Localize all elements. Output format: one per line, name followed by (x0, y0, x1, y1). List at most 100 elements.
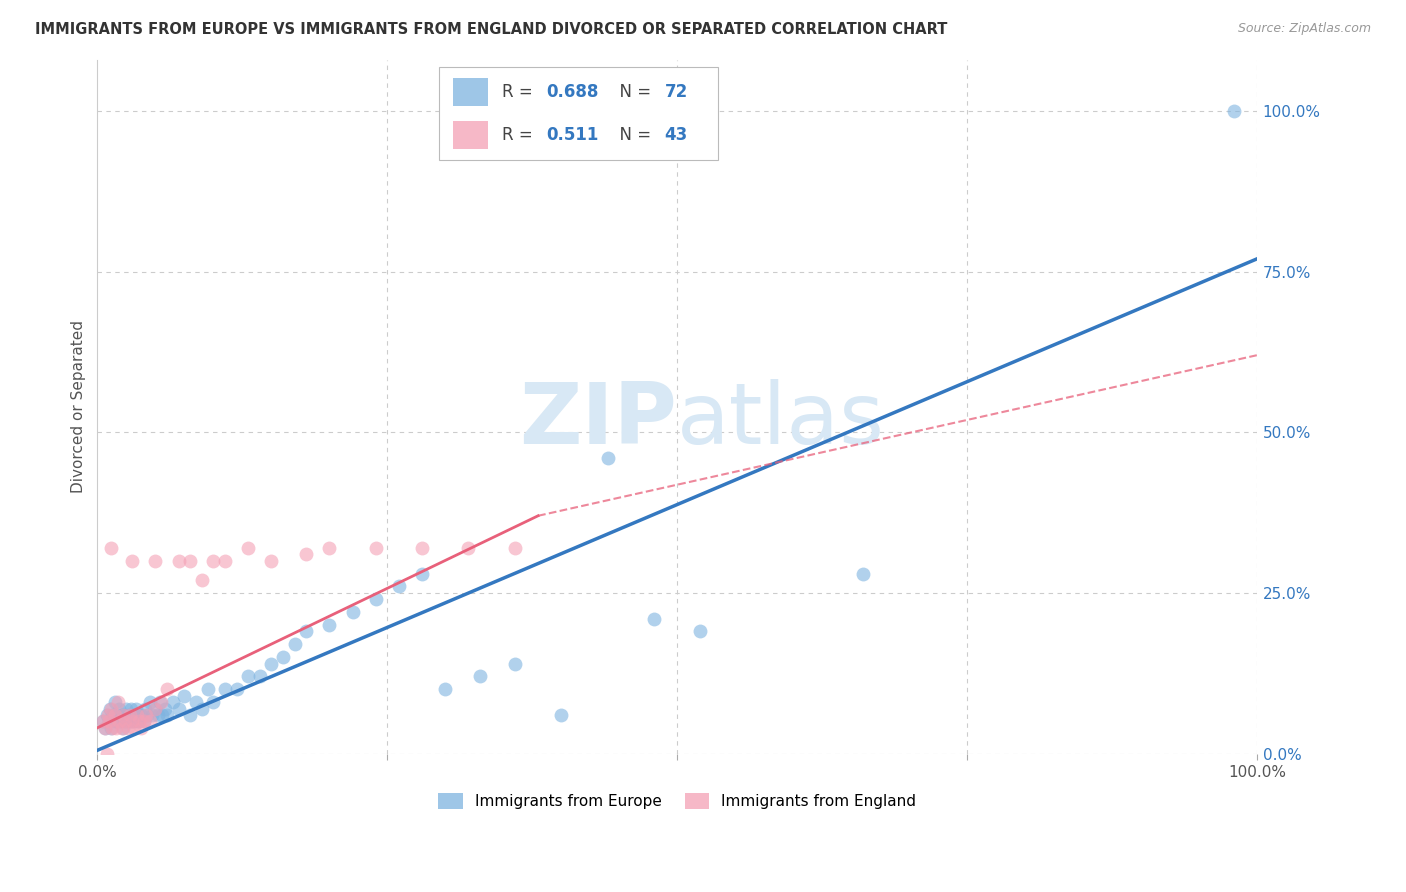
Point (236, 541, 259, 555)
Point (260, 657, 283, 671)
Point (94, 721, 117, 735)
Bar (453, 121, 488, 149)
Point (411, 541, 433, 555)
Point (111, 708, 134, 723)
Text: R =: R = (502, 83, 538, 101)
Text: R =: R = (502, 126, 543, 145)
Point (1223, 103, 1246, 118)
Point (214, 554, 236, 568)
Point (134, 701, 156, 715)
Point (121, 554, 143, 568)
Point (107, 714, 129, 729)
Point (468, 669, 491, 683)
Point (96, 747, 118, 761)
Point (101, 721, 124, 735)
Point (138, 714, 160, 729)
Point (295, 547, 318, 561)
Point (120, 701, 142, 715)
Point (141, 708, 163, 723)
Point (101, 708, 124, 723)
Text: 0.511: 0.511 (546, 126, 599, 145)
Point (91, 714, 114, 729)
Point (167, 701, 190, 715)
Point (111, 721, 134, 735)
Point (122, 708, 145, 723)
Point (260, 554, 283, 568)
Point (143, 554, 166, 568)
Point (143, 701, 166, 715)
Point (214, 682, 236, 697)
Point (295, 624, 318, 639)
Point (100, 701, 122, 715)
Point (131, 721, 153, 735)
Point (225, 682, 247, 697)
Point (342, 605, 364, 619)
Point (112, 708, 135, 723)
Point (96, 708, 118, 723)
Point (249, 669, 271, 683)
Point (132, 714, 155, 729)
Point (503, 657, 526, 671)
Point (97, 714, 120, 729)
Text: Source: ZipAtlas.com: Source: ZipAtlas.com (1237, 22, 1371, 36)
Point (107, 695, 129, 709)
Point (202, 695, 225, 709)
Point (104, 721, 127, 735)
Point (596, 450, 619, 465)
Point (104, 695, 127, 709)
Point (97, 714, 120, 729)
Point (121, 714, 143, 729)
Text: 0.688: 0.688 (546, 83, 599, 101)
Bar (453, 78, 488, 106)
Point (118, 708, 141, 723)
Point (150, 695, 173, 709)
Point (128, 714, 150, 729)
Text: 72: 72 (665, 83, 688, 101)
Point (143, 701, 166, 715)
FancyBboxPatch shape (440, 67, 718, 161)
Point (100, 721, 122, 735)
Point (111, 708, 134, 723)
Point (91, 714, 114, 729)
Point (236, 669, 259, 683)
Point (94, 721, 117, 735)
Point (150, 708, 173, 723)
Text: IMMIGRANTS FROM EUROPE VS IMMIGRANTS FROM ENGLAND DIVORCED OR SEPARATED CORRELAT: IMMIGRANTS FROM EUROPE VS IMMIGRANTS FRO… (35, 22, 948, 37)
Point (121, 714, 143, 729)
Point (124, 721, 146, 735)
Point (135, 708, 157, 723)
Point (503, 541, 526, 555)
Point (852, 566, 875, 581)
Point (184, 695, 207, 709)
Point (128, 714, 150, 729)
Point (118, 708, 141, 723)
Point (167, 554, 190, 568)
Point (411, 566, 433, 581)
Point (117, 721, 139, 735)
Point (104, 708, 127, 723)
Point (97, 708, 120, 723)
Point (190, 701, 212, 715)
Point (156, 682, 179, 697)
Y-axis label: Divorced or Separated: Divorced or Separated (72, 320, 86, 493)
Point (318, 541, 340, 555)
Point (111, 721, 134, 735)
Point (136, 708, 159, 723)
Point (149, 695, 172, 709)
Point (114, 714, 136, 729)
Point (125, 708, 148, 723)
Point (434, 682, 457, 697)
Point (127, 708, 149, 723)
Point (132, 714, 155, 729)
Point (190, 573, 212, 587)
Point (179, 708, 201, 723)
Point (643, 611, 665, 625)
Point (162, 695, 184, 709)
Point (364, 541, 387, 555)
Point (202, 554, 225, 568)
Point (108, 714, 131, 729)
Text: atlas: atlas (678, 379, 886, 462)
Point (125, 714, 148, 729)
Legend: Immigrants from Europe, Immigrants from England: Immigrants from Europe, Immigrants from … (432, 787, 922, 815)
Point (110, 714, 132, 729)
